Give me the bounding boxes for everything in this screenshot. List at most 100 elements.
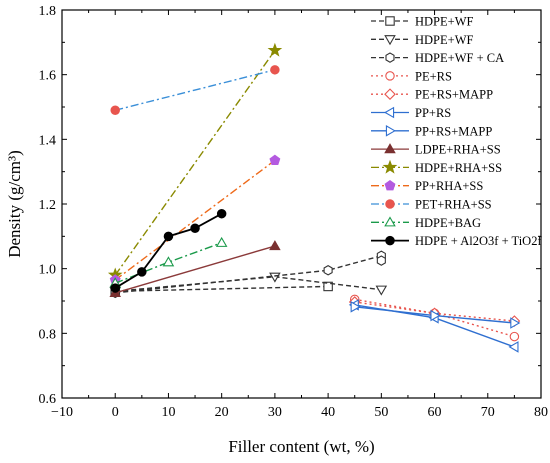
legend-marker — [385, 199, 395, 209]
y-tick-label: 0.6 — [39, 392, 57, 407]
x-tick-label: 40 — [321, 405, 335, 420]
data-point — [110, 283, 120, 293]
series-line — [114, 159, 276, 281]
legend-marker — [384, 106, 395, 119]
data-point — [110, 105, 120, 115]
data-point — [510, 317, 521, 329]
legend-label: HDPE+WF — [415, 33, 473, 47]
data-point — [270, 65, 280, 75]
legend-label: HDPE+WF + CA — [415, 51, 504, 65]
series-12 — [110, 208, 227, 293]
y-tick-label: 1.6 — [39, 69, 57, 84]
data-point — [376, 255, 386, 266]
x-tick-label: 80 — [534, 405, 548, 420]
series-line — [115, 69, 276, 111]
x-tick-label: 70 — [481, 405, 495, 420]
data-point — [163, 231, 174, 242]
x-tick-label: 10 — [161, 405, 175, 420]
data-point — [323, 265, 333, 276]
series-line — [115, 254, 383, 294]
legend-marker — [384, 179, 396, 191]
legend-item: LDPE+RHA+SS — [371, 143, 501, 157]
data-point — [216, 208, 227, 219]
legend-marker — [384, 35, 396, 46]
legend-label: PE+RS+MAPP — [415, 88, 493, 102]
legend-label: HDPE + Al2O3f + TiO2f — [415, 234, 542, 248]
series-9 — [109, 154, 281, 285]
series-line — [114, 242, 222, 284]
legend-item: HDPE + Al2O3f + TiO2f — [371, 234, 542, 248]
data-point — [137, 267, 147, 277]
legend-label: PE+RS — [415, 69, 452, 83]
data-point — [267, 42, 283, 57]
legend-item: PP+RS — [371, 106, 451, 120]
legend-label: HDPE+BAG — [415, 216, 481, 230]
y-tick-label: 1.4 — [39, 133, 57, 148]
legend-marker — [384, 88, 396, 101]
legend-marker — [384, 143, 396, 154]
legend-label: PET+RHA+SS — [415, 198, 492, 212]
x-tick-label: 0 — [112, 405, 119, 420]
series-5 — [348, 299, 519, 353]
data-point — [375, 285, 388, 296]
series-10 — [110, 65, 280, 115]
data-point — [323, 281, 333, 292]
y-tick-label: 1.0 — [39, 263, 57, 278]
legend-label: PP+RS+MAPP — [415, 124, 492, 138]
legend-item: HDPE+WF — [371, 15, 473, 29]
series-8 — [107, 42, 283, 282]
series-line — [115, 285, 329, 292]
y-tick-label: 0.8 — [39, 327, 57, 342]
data-point — [215, 236, 228, 247]
data-point — [162, 256, 175, 267]
legend-marker — [384, 216, 396, 227]
legend-marker — [385, 16, 395, 26]
legend-item: PE+RS+MAPP — [371, 88, 493, 102]
legend-label: PP+RHA+SS — [415, 179, 483, 193]
legend-marker — [385, 71, 395, 81]
x-tick-label: 50 — [374, 405, 388, 420]
legend-marker — [385, 52, 395, 63]
legend-item: HDPE+BAG — [371, 216, 481, 230]
y-tick-labels: 0.6 0.8 1.0 1.2 1.4 1.6 1.8 — [39, 4, 57, 407]
x-tick-labels: −10 0 10 20 30 40 50 60 70 80 — [51, 405, 548, 420]
legend-item: PE+RS — [371, 69, 452, 83]
legend-marker — [385, 125, 396, 137]
x-axis-title: Filler content (wt, %) — [228, 437, 374, 456]
data-point — [350, 301, 361, 313]
x-tick-label: 20 — [215, 405, 229, 420]
legend-label: PP+RS — [415, 106, 451, 120]
data-point — [190, 223, 200, 234]
axis-ticks — [61, 9, 542, 399]
legend-item: HDPE+WF — [371, 33, 473, 47]
series-1 — [109, 272, 388, 298]
legend-marker — [385, 235, 395, 246]
series-line — [114, 50, 276, 276]
data-point — [430, 309, 441, 322]
y-axis-title: Density (g/cm³) — [5, 150, 24, 258]
x-tick-label: 60 — [428, 405, 442, 420]
series-layer — [107, 42, 521, 353]
y-tick-label: 1.2 — [39, 198, 57, 213]
legend-label: HDPE+RHA+SS — [415, 161, 502, 175]
x-tick-label: −10 — [51, 405, 73, 420]
data-point — [508, 341, 519, 353]
legend-item: PP+RHA+SS — [371, 179, 483, 193]
legend: HDPE+WF HDPE+WF HDPE+WF + CA PE+RS PE+RS+MAP… — [371, 15, 542, 248]
legend-item: HDPE+WF + CA — [371, 51, 504, 65]
legend-item: PET+RHA+SS — [371, 198, 492, 212]
legend-item: HDPE+RHA+SS — [371, 159, 502, 175]
series-6 — [350, 301, 521, 329]
data-point — [509, 331, 520, 342]
legend-label: LDPE+RHA+SS — [415, 143, 501, 157]
legend-marker — [382, 159, 398, 174]
data-point — [269, 240, 281, 251]
x-tick-label: 30 — [268, 405, 282, 420]
data-point — [269, 154, 281, 165]
legend-item: PP+RS+MAPP — [371, 124, 492, 138]
legend-label: HDPE+WF — [415, 15, 473, 29]
y-tick-label: 1.8 — [39, 4, 57, 19]
series-line — [115, 245, 276, 294]
